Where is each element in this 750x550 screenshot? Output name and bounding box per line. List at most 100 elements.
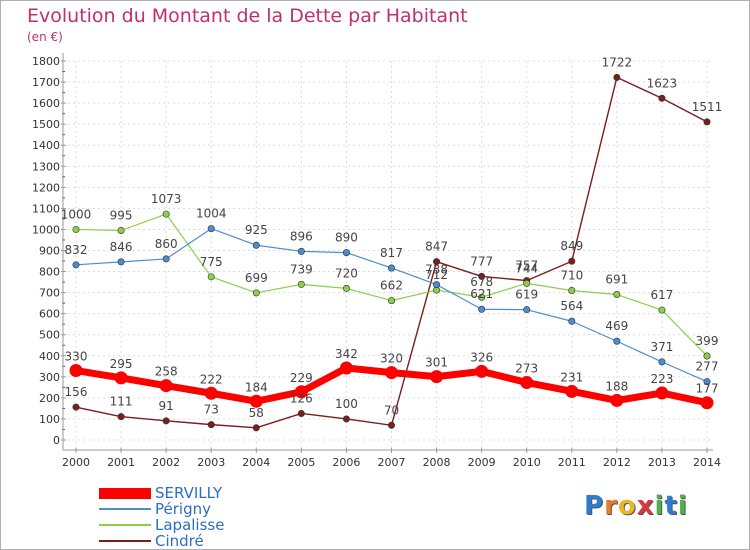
data-point [385, 366, 398, 380]
data-label: 223 [650, 372, 673, 386]
data-label: 229 [290, 371, 313, 385]
legend-item: Lapalisse [99, 516, 299, 534]
x-tick-label: 2002 [152, 456, 180, 469]
data-point [207, 421, 215, 429]
data-label: 295 [110, 357, 133, 371]
data-label: 860 [155, 237, 178, 251]
data-label: 91 [159, 399, 174, 413]
data-label: 619 [515, 288, 538, 302]
data-point [117, 258, 125, 266]
y-tick-label: 1000 [32, 223, 60, 236]
data-label: 712 [425, 268, 448, 282]
data-label: 662 [380, 279, 403, 293]
y-tick-label: 100 [39, 413, 60, 426]
data-label: 222 [200, 372, 223, 386]
chart-unit: (en €) [27, 30, 63, 44]
x-tick-label: 2011 [558, 456, 586, 469]
data-point [252, 424, 260, 432]
y-tick-label: 1200 [32, 181, 60, 194]
data-point [703, 378, 711, 386]
legend-label: Lapalisse [155, 516, 225, 534]
data-label: 710 [560, 269, 583, 283]
data-point [658, 94, 666, 102]
data-point [430, 370, 444, 384]
data-point [162, 417, 170, 425]
data-label: 100 [335, 397, 358, 411]
data-point [297, 280, 305, 288]
data-label: 73 [204, 403, 219, 417]
data-label: 231 [560, 370, 583, 384]
legend-swatch [99, 540, 151, 542]
data-label: 564 [560, 299, 583, 313]
data-label: 1722 [602, 55, 633, 69]
brand-letter: P [584, 491, 605, 521]
data-label: 177 [696, 382, 719, 396]
data-point [387, 264, 395, 272]
y-tick-label: 400 [39, 350, 60, 363]
data-point [117, 413, 125, 421]
data-label: 184 [245, 380, 268, 394]
data-point [520, 376, 534, 390]
y-tick-label: 0 [53, 434, 60, 447]
y-tick-label: 1600 [32, 97, 60, 110]
data-point [475, 364, 489, 378]
data-label: 342 [335, 347, 358, 361]
legend-label: Périgny [155, 500, 211, 518]
data-label: 817 [380, 246, 403, 260]
data-point [613, 73, 621, 81]
brand-letter: o [617, 491, 637, 521]
data-point [72, 403, 80, 411]
y-tick-label: 700 [39, 287, 60, 300]
x-tick-label: 2010 [513, 456, 541, 469]
x-tick-label: 2001 [107, 456, 135, 469]
data-label: 699 [245, 271, 268, 285]
data-point [565, 384, 579, 398]
data-point [252, 241, 260, 249]
y-tick-label: 200 [39, 392, 60, 405]
y-tick-label: 1700 [32, 76, 60, 89]
y-tick-label: 800 [39, 266, 60, 279]
data-label: 258 [155, 365, 178, 379]
data-point [478, 272, 486, 280]
data-label: 691 [605, 273, 628, 287]
data-point [478, 293, 486, 301]
brand-letter: t [664, 491, 678, 521]
data-label: 739 [290, 262, 313, 276]
x-tick-label: 2009 [468, 456, 496, 469]
data-point [703, 118, 711, 126]
data-point [162, 255, 170, 263]
data-label: 621 [470, 287, 493, 301]
x-tick-label: 2000 [62, 456, 90, 469]
data-point [294, 385, 308, 399]
y-tick-label: 300 [39, 371, 60, 384]
data-label: 126 [290, 391, 313, 405]
data-point [207, 225, 215, 233]
data-label: 678 [470, 275, 493, 289]
data-label: 70 [384, 403, 399, 417]
data-point [342, 249, 350, 257]
data-label: 738 [425, 263, 448, 277]
data-point [297, 247, 305, 255]
data-point [523, 306, 531, 314]
data-label: 617 [650, 288, 673, 302]
data-point [523, 279, 531, 287]
data-point [159, 379, 173, 393]
x-tick-label: 2014 [693, 456, 721, 469]
data-label: 720 [335, 266, 358, 280]
data-label: 775 [200, 255, 223, 269]
data-label: 301 [425, 356, 448, 370]
data-label: 849 [560, 239, 583, 253]
data-label: 832 [65, 243, 88, 257]
y-tick-label: 1800 [32, 55, 60, 68]
brand-letter: x [636, 491, 655, 521]
data-point [613, 291, 621, 299]
data-label: 1004 [196, 207, 227, 221]
data-label: 188 [605, 379, 628, 393]
legend-swatch [99, 508, 151, 510]
x-tick-label: 2007 [378, 456, 406, 469]
data-label: 1623 [647, 76, 678, 90]
x-tick-label: 2004 [242, 456, 270, 469]
data-point [433, 258, 441, 266]
